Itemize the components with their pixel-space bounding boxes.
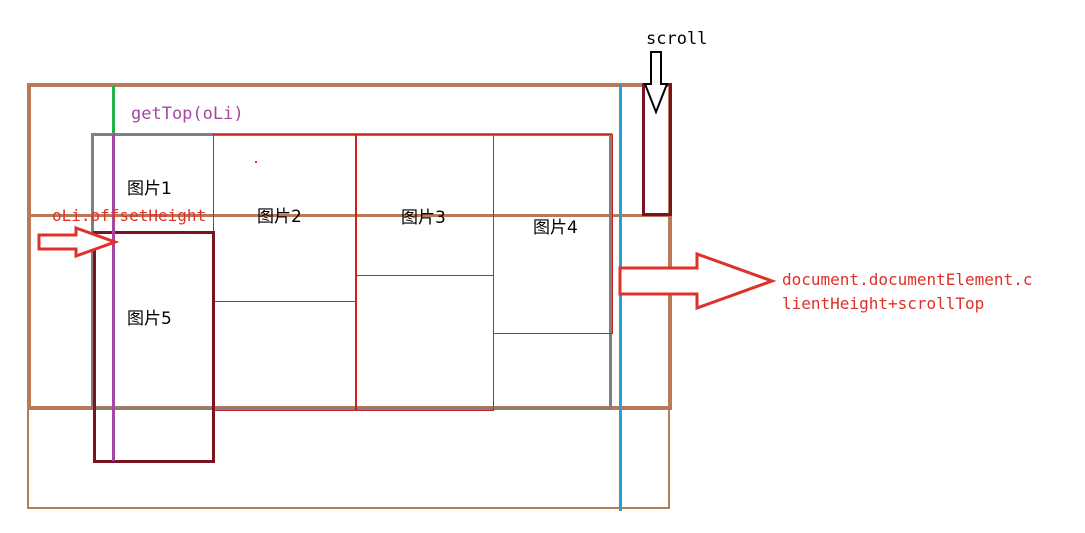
viewport-divider-line (27, 214, 670, 217)
image-column-2-top (213, 134, 357, 302)
image-column-4-top (493, 134, 613, 334)
image-1-label: 图片1 (127, 179, 172, 199)
client-height-line (619, 84, 622, 511)
client-height-label-line2: lientHeight+scrollTop (782, 294, 985, 313)
client-height-label-line1: document.documentElement.c (782, 270, 1033, 289)
offset-height-label: oLi.offsetHeight (52, 206, 207, 225)
scroll-label: scroll (646, 29, 708, 49)
offset-height-line (112, 134, 115, 461)
image-3-label: 图片3 (401, 208, 446, 228)
gettop-line (112, 86, 115, 134)
client-height-arrow-icon (618, 251, 777, 311)
image-5-label: 图片5 (127, 309, 172, 329)
image-4-label: 图片4 (533, 218, 578, 238)
red-dot-mark (255, 161, 257, 163)
highlighted-list-item (93, 231, 215, 463)
image-column-3-bottom (355, 275, 494, 411)
image-2-label: 图片2 (257, 207, 302, 227)
image-column-3-top (355, 134, 494, 276)
gettop-label: getTop(oLi) (131, 104, 244, 124)
offset-arrow-icon (37, 225, 120, 259)
scroll-arrow-icon (643, 51, 669, 115)
